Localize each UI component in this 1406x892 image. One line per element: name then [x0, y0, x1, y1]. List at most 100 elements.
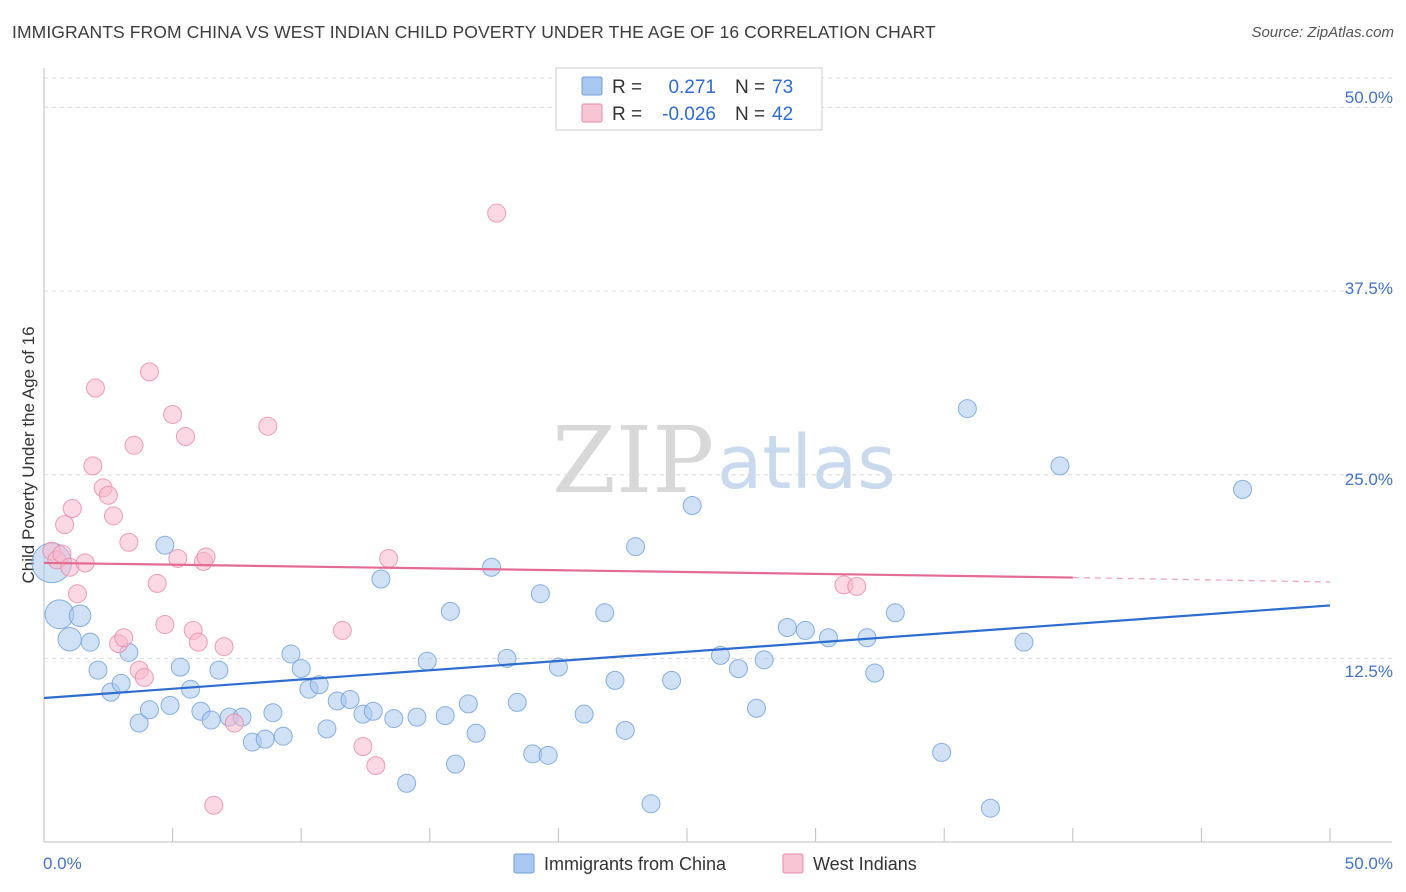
china-point-72 [1050, 456, 1070, 476]
west-indians-point-39 [847, 576, 867, 596]
china-point-40 [446, 754, 466, 774]
west-indians-point-20 [147, 573, 167, 593]
china-point-59 [728, 659, 748, 679]
china-point-68 [932, 742, 952, 762]
china-point-9 [129, 713, 149, 733]
west-indians-point-36 [379, 548, 399, 568]
china-point-64 [818, 628, 838, 648]
china-point-66 [865, 663, 885, 683]
y-axis-title: Child Poverty Under the Age of 16 [19, 326, 38, 583]
west-indians-point-18 [134, 667, 154, 687]
y-tick-label-12-5: 12.5% [1345, 662, 1393, 681]
bottom-legend-swatch-china [513, 853, 535, 874]
series-legend: Immigrants from China West Indians [513, 853, 917, 874]
china-point-36 [407, 707, 427, 727]
china-point-67 [885, 603, 905, 623]
china-point-28 [317, 719, 337, 739]
china-point-52 [605, 670, 625, 690]
china-point-63 [795, 620, 815, 640]
china-point-12 [160, 695, 180, 715]
west-indians-point-12 [103, 506, 123, 526]
west-indians-point-5 [62, 498, 82, 518]
west-indians-point-21 [155, 615, 175, 635]
china-point-5 [88, 660, 108, 680]
china-point-42 [466, 723, 486, 743]
china-point-55 [641, 794, 661, 814]
west-indians-point-6 [67, 584, 87, 604]
west-indians-point-19 [139, 362, 159, 382]
west-indians-point-30 [214, 637, 234, 657]
west-indians-point-37 [487, 203, 507, 223]
trend-line-china [43, 604, 1331, 700]
china-point-24 [281, 644, 301, 664]
west-indians-point-11 [98, 485, 118, 505]
west-indians-point-8 [83, 456, 103, 476]
china-point-58 [710, 645, 730, 665]
west-indians-point-31 [224, 713, 244, 733]
legend-west-n-value: 42 [772, 104, 793, 125]
china-point-10 [139, 700, 159, 720]
stats-legend: R = 0.271 N = 73 R = -0.026 N = 42 [555, 67, 823, 131]
china-point-3 [68, 604, 92, 628]
china-point-54 [626, 537, 646, 557]
legend-swatch-china [581, 76, 603, 96]
bottom-legend-label-china: Immigrants from China [544, 854, 727, 874]
west-indians-point-14 [114, 628, 134, 648]
china-point-44 [497, 648, 517, 668]
legend-china-n-label: N = [735, 77, 765, 98]
china-point-39 [440, 601, 460, 621]
china-point-47 [530, 584, 550, 604]
y-tick-label-37-5: 37.5% [1345, 279, 1393, 298]
china-point-34 [384, 709, 404, 729]
west-indians-point-34 [353, 737, 373, 756]
china-point-48 [538, 745, 558, 765]
china-point-50 [574, 704, 594, 724]
china-point-43 [482, 557, 502, 577]
legend-west-r-value: -0.026 [662, 104, 716, 125]
china-point-51 [595, 603, 615, 623]
x-axis-ticks [43, 828, 1331, 842]
legend-china-r-value: 0.271 [668, 77, 716, 98]
china-point-61 [754, 650, 774, 670]
china-point-69 [957, 399, 977, 419]
west-indians-point-22 [163, 404, 183, 424]
china-point-11 [155, 535, 175, 555]
china-point-21 [255, 729, 275, 749]
grid-lines [44, 77, 1392, 659]
china-point-7 [111, 673, 131, 693]
china-point-30 [340, 689, 360, 709]
china-point-32 [363, 701, 383, 721]
legend-swatch-west-indians [581, 103, 603, 123]
china-point-38 [435, 706, 455, 726]
china-point-57 [682, 496, 702, 516]
series-west-indians-points [42, 203, 867, 815]
y-tick-label-50: 50.0% [1345, 88, 1393, 107]
bottom-legend-swatch-west-indians [782, 853, 804, 874]
china-point-53 [615, 720, 635, 740]
trend-line-west-indians [43, 561, 1073, 579]
west-indians-point-16 [124, 435, 144, 455]
china-point-13 [170, 657, 190, 677]
west-indians-point-23 [168, 548, 188, 568]
west-indians-point-9 [85, 378, 105, 398]
china-point-27 [309, 675, 329, 695]
china-point-23 [273, 726, 293, 746]
china-point-22 [263, 703, 283, 723]
axes [43, 68, 1392, 843]
y-tick-label-25: 25.0% [1345, 470, 1393, 489]
west-indians-point-29 [204, 795, 224, 815]
china-point-4 [80, 632, 100, 652]
trend-lines [43, 561, 1331, 700]
china-point-37 [417, 651, 437, 671]
x-tick-label-50: 50.0% [1345, 854, 1393, 873]
legend-west-r-label: R = [612, 104, 642, 125]
x-tick-label-0: 0.0% [43, 854, 82, 873]
china-point-41 [458, 694, 478, 714]
china-point-73 [1233, 479, 1253, 499]
china-point-62 [777, 617, 797, 637]
source-credit: Source: ZipAtlas.com [1251, 24, 1394, 41]
west-indians-point-33 [332, 620, 352, 640]
west-indians-point-24 [175, 426, 195, 446]
chart-title: IMMIGRANTS FROM CHINA VS WEST INDIAN CHI… [12, 22, 936, 42]
